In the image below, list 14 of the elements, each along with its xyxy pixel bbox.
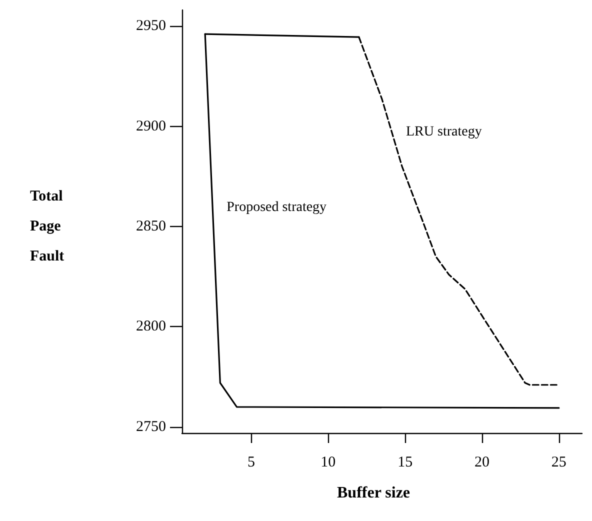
y-tick-label: 2900 — [136, 118, 166, 134]
x-axis-title: Buffer size — [337, 484, 410, 502]
x-tick-label: 5 — [247, 454, 255, 470]
x-tick-label: 10 — [320, 454, 336, 470]
x-tick-label: 20 — [474, 454, 490, 470]
series-label: Proposed strategy — [226, 200, 327, 215]
y-tick-label: 2800 — [136, 318, 166, 335]
y-tick-label: 2850 — [136, 218, 166, 235]
y-axis-title: Total Page Fault — [30, 188, 64, 264]
y-tick-label: 2950 — [136, 18, 166, 34]
series-label: LRU strategy — [406, 124, 482, 140]
x-tick-label: 15 — [398, 454, 413, 470]
y-tick-label: 2750 — [136, 418, 166, 435]
x-tick-label: 25 — [551, 454, 566, 470]
